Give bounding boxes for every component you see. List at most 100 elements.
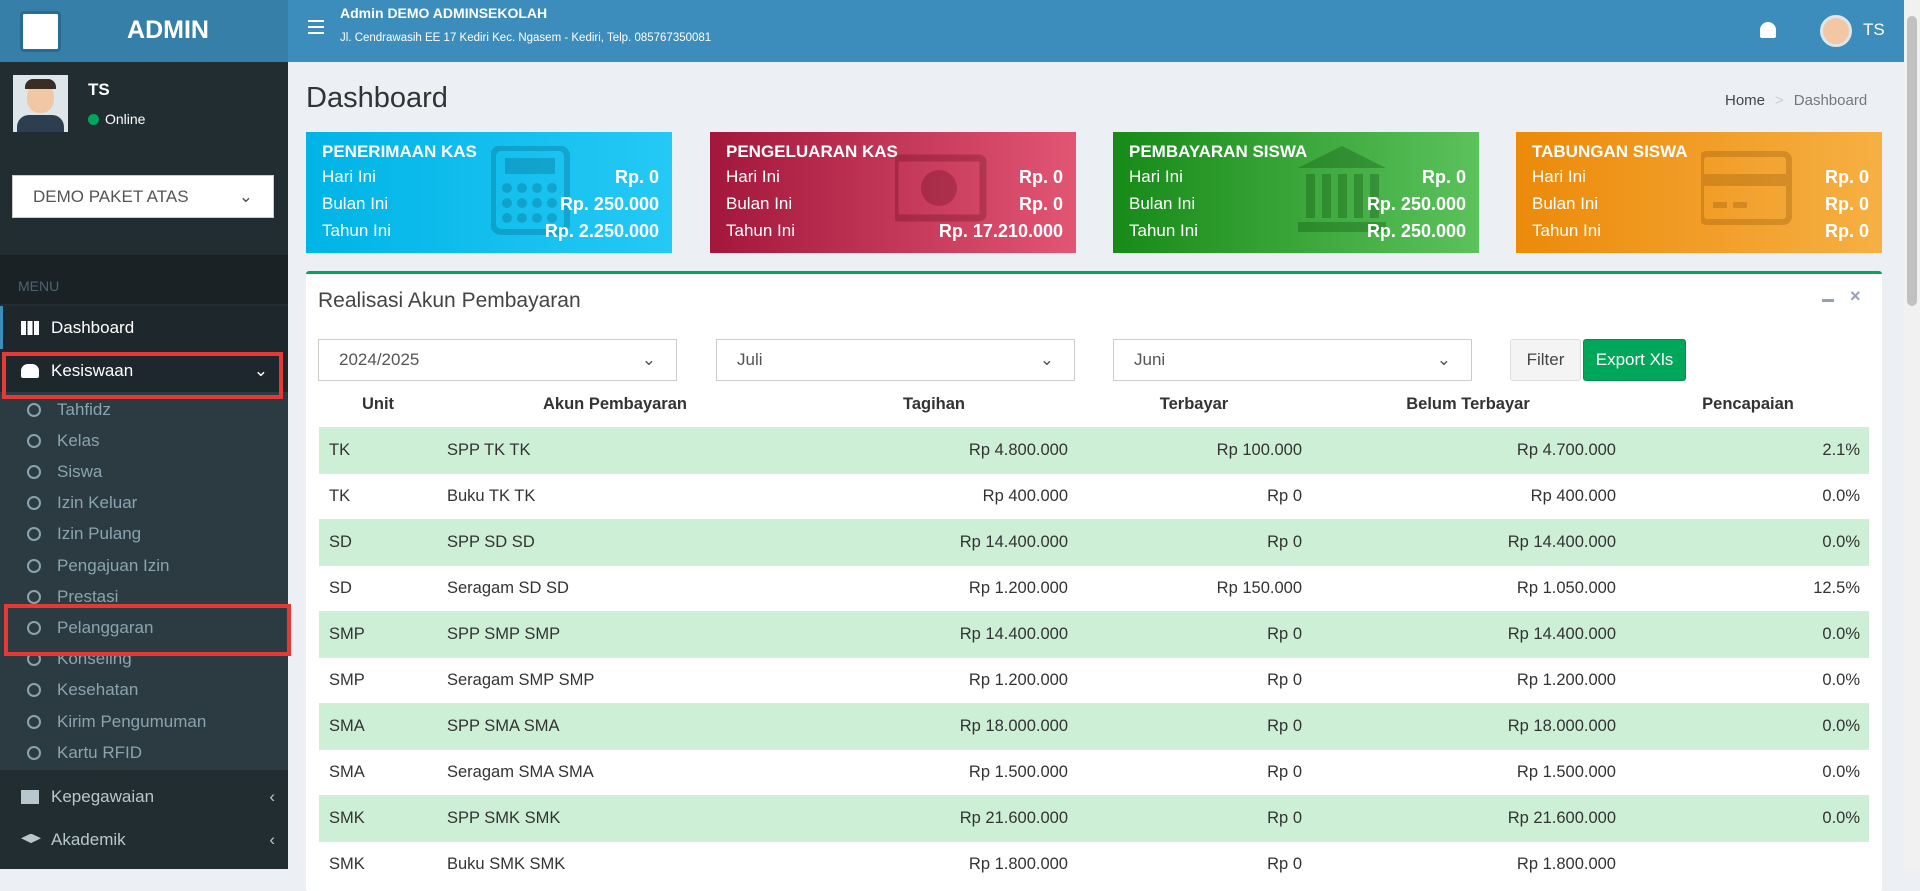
table-cell: Seragam SMP SMP	[447, 658, 594, 703]
table-cell: SMP	[329, 658, 365, 703]
table-row: TKBuku TK TKRp 400.000Rp 0Rp 400.0000.0%	[319, 473, 1869, 519]
card-row: Tahun Ini Rp. 17.210.000	[726, 221, 1063, 242]
breadcrumb-link[interactable]: Home	[1725, 92, 1765, 109]
menu-toggle[interactable]	[308, 20, 324, 34]
table-cell: SD	[329, 520, 352, 565]
button[interactable]: Filter	[1510, 339, 1581, 381]
table-cell: Rp 21.600.000	[960, 796, 1068, 841]
close-button[interactable]: ×	[1850, 286, 1861, 307]
button[interactable]: Export Xls	[1583, 339, 1686, 381]
card-value: Rp. 0	[1825, 167, 1869, 188]
avatar-suit	[17, 115, 64, 132]
notification-bell[interactable]	[1760, 22, 1776, 38]
brand-name: ADMIN	[0, 16, 288, 45]
card-label: Tahun Ini	[322, 221, 391, 242]
filter-select[interactable]: Juni⌄	[1113, 339, 1472, 381]
page: Dashboard {"header":{"brand":"ADMIN","ti…	[0, 0, 1920, 869]
table-cell: Rp 14.400.000	[1508, 612, 1616, 657]
table-row: TKSPP TK TKRp 4.800.000Rp 100.000Rp 4.70…	[319, 427, 1869, 473]
filter-select[interactable]: Juli⌄	[716, 339, 1075, 381]
submenu-label: Pengajuan Izin	[57, 556, 169, 576]
table-cell: Seragam SMA SMA	[447, 750, 594, 795]
icon	[27, 465, 41, 479]
table-cell: Rp 21.600.000	[1508, 796, 1616, 841]
submenu-label: Izin Keluar	[57, 493, 137, 513]
breadcrumb-current: Dashboard	[1794, 92, 1867, 109]
header-cell: Akun Pembayaran	[495, 381, 735, 427]
filter-value: Juli	[737, 350, 763, 370]
header-cell: Terbayar	[1074, 381, 1314, 427]
table-cell: Rp 1.200.000	[969, 658, 1068, 703]
box-title: Realisasi Akun Pembayaran	[318, 289, 581, 313]
table-cell: Rp 0	[1267, 796, 1302, 841]
menu-item[interactable]: Dashboard	[0, 306, 288, 349]
submenu-label: Siswa	[57, 462, 102, 482]
submenu-item[interactable]: Kelas	[0, 425, 288, 456]
card-value: Rp. 2.250.000	[545, 221, 659, 242]
avatar	[13, 75, 68, 132]
table-row: SDSeragam SD SDRp 1.200.000Rp 150.000Rp …	[319, 565, 1869, 611]
scroll-thumb[interactable]	[1907, 16, 1917, 306]
table-row: SMPSPP SMP SMPRp 14.400.000Rp 0Rp 14.400…	[319, 611, 1869, 657]
table-cell: 0.0%	[1822, 520, 1860, 565]
user-panel: TS Online DEMO PAKET ATAS⌄	[0, 62, 288, 246]
menu-item[interactable]: Akademik‹	[21, 818, 281, 861]
menu-rest: Kepegawaian ‹ Akademik‹	[0, 770, 288, 869]
table-cell: Rp 0	[1267, 842, 1302, 887]
chevron: ‹	[269, 787, 275, 807]
table-cell: SMK	[329, 796, 365, 841]
table-cell: Rp 0	[1267, 520, 1302, 565]
submenu-item[interactable]: Kesehatan	[0, 675, 288, 706]
scrollbar[interactable]	[1904, 0, 1920, 869]
card-value: Rp. 0	[1019, 194, 1063, 215]
card-value: Rp. 250.000	[1367, 221, 1466, 242]
package-select[interactable]: DEMO PAKET ATAS⌄	[12, 175, 274, 218]
icon	[27, 746, 41, 760]
table-cell: 12.5%	[1813, 566, 1860, 611]
table-cell: SPP SMP SMP	[447, 612, 560, 657]
table-cell: Rp 1.200.000	[1517, 658, 1616, 703]
header-cell: Belum Terbayar	[1348, 381, 1588, 427]
highlight-box	[4, 604, 291, 656]
table-cell: 2.1%	[1822, 428, 1860, 473]
card-label: Bulan Ini	[1129, 194, 1195, 215]
user-name: TS	[88, 80, 110, 100]
submenu-item[interactable]: Kirim Pengumuman	[0, 706, 288, 737]
submenu-item[interactable]: Kartu RFID	[0, 737, 288, 768]
card-label: Tahun Ini	[726, 221, 795, 242]
avatar-hair	[25, 79, 56, 89]
submenu-item[interactable]: Izin Keluar	[0, 488, 288, 519]
submenu-item[interactable]: Siswa	[0, 456, 288, 487]
icon	[27, 559, 41, 573]
card-value: Rp. 17.210.000	[939, 221, 1063, 242]
submenu-item[interactable]: Izin Pulang	[0, 519, 288, 550]
card-row: Bulan IniRp. 250.000	[322, 194, 659, 215]
card-row: Bulan IniRp. 250.000	[1129, 194, 1466, 215]
submenu-item[interactable]: Pengajuan Izin	[0, 550, 288, 581]
filter-select[interactable]: 2024/2025⌄	[318, 339, 677, 381]
table-cell: SMP	[329, 612, 365, 657]
card-row: Tahun IniRp. 0	[1532, 221, 1869, 242]
table-cell: TK	[329, 474, 350, 519]
card-row: Hari IniRp. 0	[322, 167, 659, 188]
menu-item[interactable]: Kepegawaian ‹	[21, 775, 281, 818]
submenu-label: Kesehatan	[57, 680, 138, 700]
menu-label: Kepegawaian	[51, 787, 154, 807]
user-menu[interactable]: TS	[1863, 20, 1885, 40]
separator: >	[1775, 92, 1784, 109]
status-text: Online	[105, 111, 145, 127]
card-label: Tahun Ini	[1129, 221, 1198, 242]
card-label: Bulan Ini	[726, 194, 792, 215]
card-label: Hari Ini	[1129, 167, 1183, 188]
table-cell: Rp 1.800.000	[969, 842, 1068, 887]
collapse-button[interactable]	[1822, 299, 1834, 302]
header-cell: Tagihan	[814, 381, 1054, 427]
icon	[27, 496, 41, 510]
user-avatar[interactable]	[1820, 15, 1852, 47]
table-cell: SPP SMA SMA	[447, 704, 560, 749]
submenu-label: Izin Pulang	[57, 524, 141, 544]
bar	[308, 26, 324, 29]
card-value: Rp. 0	[1019, 167, 1063, 188]
icon	[27, 434, 41, 448]
table-row: SMASeragam SMA SMARp 1.500.000Rp 0Rp 1.5…	[319, 749, 1869, 795]
